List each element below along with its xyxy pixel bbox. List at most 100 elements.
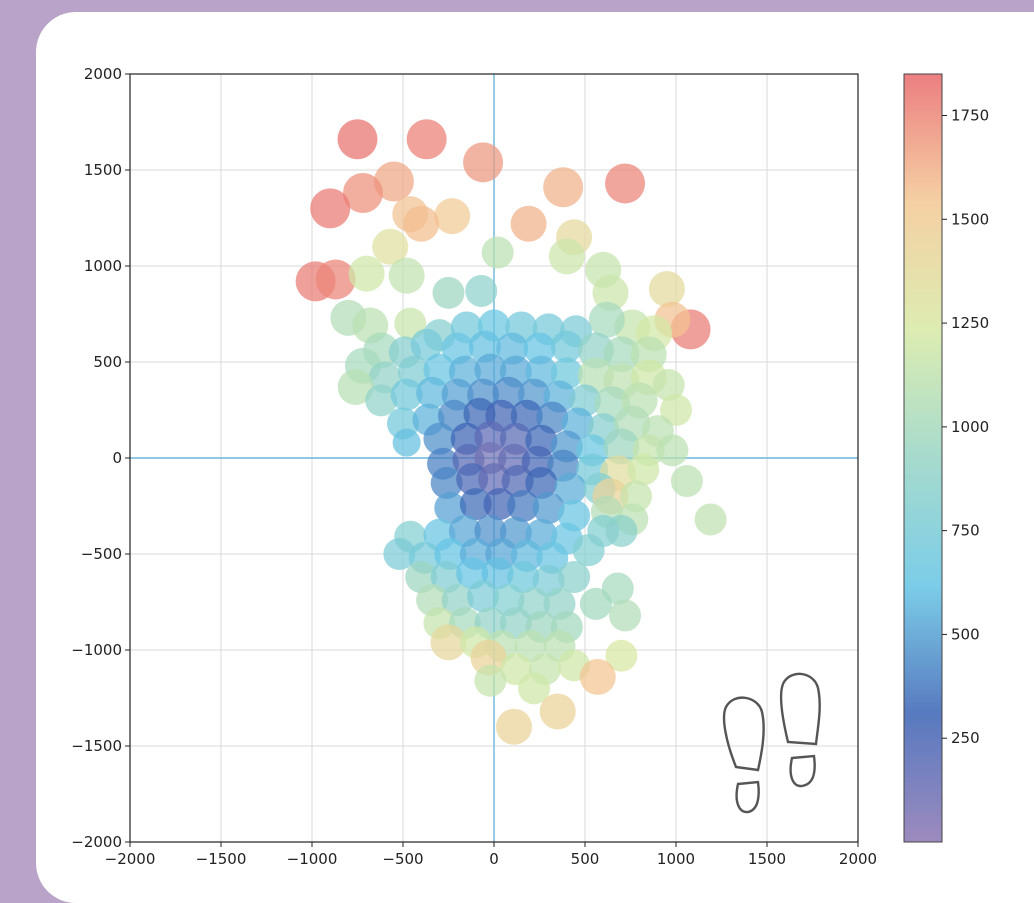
data-point-0 xyxy=(337,119,378,160)
data-point-165 xyxy=(430,624,467,661)
y-tick-3: −500 xyxy=(81,545,130,563)
data-point-23 xyxy=(592,274,629,311)
colorbar: 250 500 750 1000 1250 1500 1750 xyxy=(903,73,989,843)
data-point-13 xyxy=(372,228,409,265)
data-point-14 xyxy=(481,236,514,269)
data-point-46 xyxy=(550,330,583,363)
y-tick-label-3: −500 xyxy=(81,545,122,563)
data-point-95 xyxy=(603,428,640,465)
data-point-62 xyxy=(652,369,685,402)
data-point-3 xyxy=(605,163,646,204)
colorbar-tick-label-1: 500 xyxy=(951,625,980,643)
data-point-134 xyxy=(605,514,638,547)
data-point-75 xyxy=(660,394,692,426)
colorbar-tick-2: 750 xyxy=(942,522,980,540)
data-point-106 xyxy=(627,453,660,486)
x-tick-5: 500 xyxy=(571,842,600,868)
x-tick-label-7: 1500 xyxy=(748,850,786,868)
data-point-175 xyxy=(474,664,507,697)
y-tick-label-5: 500 xyxy=(93,353,122,371)
footprints-icon xyxy=(722,672,821,814)
data-point-87 xyxy=(392,428,421,457)
y-axis-ticks: −2000 −1500 −1000 −500 0 500 1000 1500 2000 xyxy=(71,65,130,851)
right-footprint-heel xyxy=(789,754,816,788)
colorbar-bar xyxy=(903,73,943,843)
data-point-121 xyxy=(532,491,565,524)
data-point-125 xyxy=(694,503,727,536)
x-tick-2: −1000 xyxy=(287,842,337,868)
data-point-64 xyxy=(365,384,398,417)
data-point-179 xyxy=(496,708,533,745)
colorbar-tick-5: 1500 xyxy=(942,210,989,228)
y-tick-8: 2000 xyxy=(84,65,130,83)
x-tick-label-0: −2000 xyxy=(105,850,156,868)
y-tick-4: 0 xyxy=(112,449,130,467)
x-tick-label-1: −1500 xyxy=(196,850,247,868)
data-point-110 xyxy=(501,465,534,498)
data-point-97 xyxy=(656,434,689,467)
data-point-88 xyxy=(423,422,456,455)
scatter-chart: −2000 −1500 −1000 −500 0 500 1000 1500 2000 −200… xyxy=(71,65,989,868)
y-tick-2: −1000 xyxy=(71,641,130,659)
data-point-178 xyxy=(539,693,576,730)
x-tick-4: 0 xyxy=(489,842,499,868)
data-point-24 xyxy=(648,271,685,308)
data-points xyxy=(295,119,727,745)
data-point-149 xyxy=(558,561,591,594)
colorbar-tick-6: 1750 xyxy=(942,107,989,125)
left-footprint-heel xyxy=(735,780,760,814)
chart-card: −2000 −1500 −1000 −500 0 500 1000 1500 2000 −200… xyxy=(36,12,1034,903)
data-point-111 xyxy=(525,466,558,499)
x-tick-label-4: 0 xyxy=(489,850,499,868)
colorbar-tick-label-6: 1750 xyxy=(951,107,989,125)
data-point-170 xyxy=(605,639,638,672)
data-point-4 xyxy=(543,167,584,208)
x-tick-6: 1000 xyxy=(657,842,695,868)
data-point-109 xyxy=(478,463,510,496)
x-tick-3: −500 xyxy=(382,842,424,868)
data-point-176 xyxy=(518,672,551,705)
colorbar-tick-4: 1250 xyxy=(942,314,989,332)
y-tick-0: −2000 xyxy=(71,833,130,851)
data-point-168 xyxy=(514,630,547,663)
colorbar-tick-label-5: 1500 xyxy=(951,210,989,228)
data-point-2 xyxy=(463,142,504,183)
data-point-63 xyxy=(337,368,374,405)
data-point-45 xyxy=(523,332,556,365)
x-tick-8: 2000 xyxy=(839,842,877,868)
data-point-48 xyxy=(603,336,640,373)
x-tick-0: −2000 xyxy=(105,842,156,868)
x-tick-7: 1500 xyxy=(748,842,786,868)
colorbar-tick-0: 250 xyxy=(942,729,980,747)
x-tick-label-5: 500 xyxy=(571,850,600,868)
data-point-20 xyxy=(432,276,465,309)
y-tick-label-8: 2000 xyxy=(84,65,122,83)
colorbar-tick-label-2: 750 xyxy=(951,522,980,540)
data-point-112 xyxy=(554,472,587,505)
colorbar-tick-label-0: 250 xyxy=(951,729,980,747)
data-point-177 xyxy=(579,658,616,695)
x-tick-label-6: 1000 xyxy=(657,850,695,868)
x-axis-ticks: −2000 −1500 −1000 −500 0 500 1000 1500 2000 xyxy=(105,842,877,868)
data-point-118 xyxy=(459,488,492,521)
data-point-66 xyxy=(416,376,449,409)
data-point-9 xyxy=(434,198,471,235)
data-point-6 xyxy=(342,173,383,214)
data-point-120 xyxy=(507,490,540,522)
data-point-135 xyxy=(383,538,416,570)
y-tick-label-4: 0 xyxy=(112,449,122,467)
data-point-29 xyxy=(588,301,625,338)
data-point-146 xyxy=(481,557,514,590)
y-tick-6: 1000 xyxy=(84,257,130,275)
data-point-10 xyxy=(510,205,547,242)
data-point-5 xyxy=(373,161,414,202)
data-point-11 xyxy=(403,205,440,242)
colorbar-tick-3: 1000 xyxy=(942,418,989,436)
x-tick-1: −1500 xyxy=(196,842,247,868)
left-footprint-sole xyxy=(722,696,765,772)
y-tick-1: −1500 xyxy=(71,737,130,755)
data-point-41 xyxy=(410,328,443,361)
data-point-55 xyxy=(474,353,507,386)
y-tick-7: 1500 xyxy=(84,161,130,179)
data-point-65 xyxy=(390,378,423,411)
